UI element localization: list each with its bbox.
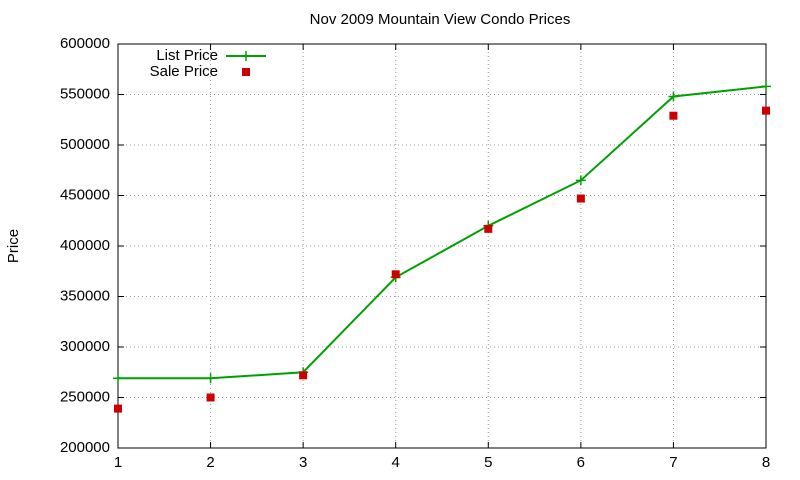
chart-title: Nov 2009 Mountain View Condo Prices bbox=[310, 11, 571, 28]
legend-label: Sale Price bbox=[150, 63, 218, 80]
point bbox=[762, 106, 770, 115]
point bbox=[391, 270, 400, 279]
y-axis-label: Price bbox=[5, 229, 22, 263]
point bbox=[205, 373, 216, 384]
x-tick-label: 1 bbox=[114, 454, 122, 471]
point bbox=[113, 373, 123, 384]
point bbox=[299, 371, 308, 380]
x-tick-label: 5 bbox=[484, 454, 492, 471]
y-tick-label: 350000 bbox=[60, 287, 110, 304]
point bbox=[576, 194, 585, 203]
point bbox=[668, 91, 679, 102]
y-tick-label: 250000 bbox=[60, 388, 110, 405]
x-tick-label: 7 bbox=[669, 454, 677, 471]
y-tick-label: 500000 bbox=[60, 136, 110, 153]
point bbox=[206, 393, 215, 402]
point bbox=[242, 68, 250, 76]
y-tick-label: 550000 bbox=[60, 85, 110, 102]
point bbox=[241, 51, 251, 61]
y-tick-label: 600000 bbox=[60, 35, 110, 52]
x-tick-label: 2 bbox=[206, 454, 214, 471]
point bbox=[761, 81, 771, 92]
legend-label: List Price bbox=[156, 47, 218, 64]
x-tick-label: 8 bbox=[762, 454, 770, 471]
y-tick-label: 400000 bbox=[60, 237, 110, 254]
plot-frame bbox=[117, 43, 767, 449]
y-tick-label: 450000 bbox=[60, 186, 110, 203]
x-tick-label: 3 bbox=[299, 454, 307, 471]
point bbox=[114, 404, 122, 413]
point bbox=[669, 111, 678, 120]
series-line bbox=[118, 85, 767, 380]
y-tick-label: 300000 bbox=[60, 338, 110, 355]
point bbox=[484, 224, 493, 233]
y-tick-label: 200000 bbox=[60, 439, 110, 456]
point bbox=[575, 175, 586, 186]
x-tick-label: 6 bbox=[577, 454, 585, 471]
x-tick-label: 4 bbox=[392, 454, 400, 471]
